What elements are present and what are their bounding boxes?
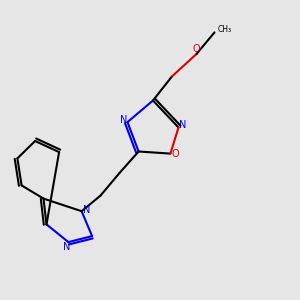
Text: N: N [179, 120, 187, 130]
Text: O: O [172, 148, 180, 159]
Text: CH₃: CH₃ [218, 25, 232, 34]
Text: N: N [63, 242, 70, 253]
Text: N: N [120, 115, 128, 125]
Text: N: N [83, 205, 90, 215]
Text: O: O [193, 44, 200, 54]
